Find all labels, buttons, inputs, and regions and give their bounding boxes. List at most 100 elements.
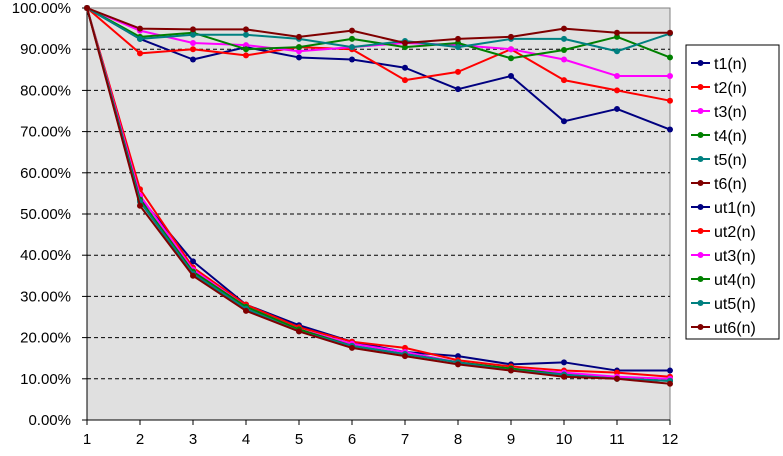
data-point-ut6n [614,375,620,382]
y-tick-label: 20.00% [20,330,71,347]
data-point-ut6n [243,307,249,314]
legend-item-t1n: t1(n) [691,56,747,73]
data-point-t4n [243,46,249,53]
legend-marker [697,324,704,330]
data-point-t2n [402,77,408,84]
legend-label: ut6(n) [714,320,756,337]
data-point-t1n [190,56,196,63]
legend-item-t5n: t5(n) [691,152,747,169]
data-point-ut6n [561,373,567,380]
series-line-ut5n [86,7,671,382]
data-point-t6n [190,26,196,33]
legend-marker [697,180,704,186]
y-tick-label: 60.00% [20,165,71,182]
data-point-t5n [137,35,143,42]
data-point-t5n [349,44,355,51]
x-tick-label: 11 [609,431,625,448]
legend-label: t3(n) [714,104,747,121]
legend-label: t6(n) [714,176,747,193]
data-point-ut2n [402,344,408,351]
series-line-t2n [86,7,671,102]
data-point-t6n [296,33,302,40]
x-tick-label: 3 [189,431,197,448]
x-tick-label: 8 [454,431,462,448]
data-point-t4n [614,33,620,40]
data-point-t6n [455,35,461,42]
data-point-ut6n [455,361,461,368]
legend: t1(n) t2(n) t3(n) t4(n) t5(n) t6(n) ut1(n) ut2(… [685,44,780,340]
data-point-t6n [508,33,514,40]
y-tick-label: 40.00% [20,247,71,264]
legend-item-ut2n: ut2(n) [691,224,756,241]
series-lines [84,5,673,387]
x-tick-label: 10 [556,431,573,448]
data-point-t6n [402,40,408,47]
y-axis-ticks: 0.00% 10.00% 20.00% 30.00% 40.00% 50.00% 60.00… [12,0,87,429]
data-point-t2n [243,52,249,59]
legend-item-ut4n: ut4(n) [691,272,756,289]
data-point-t1n [614,105,620,112]
data-point-t6n [614,29,620,36]
legend-item-t2n: t2(n) [691,80,747,97]
legend-box [685,44,780,340]
legend-marker [697,204,704,210]
data-point-t6n [667,29,673,36]
data-point-t3n [561,56,567,63]
data-point-ut6n [349,344,355,351]
x-tick-label: 1 [83,431,91,448]
data-point-t1n [349,56,355,63]
legend-marker [697,300,704,306]
legend-label: ut3(n) [714,248,756,265]
data-point-t6n [561,25,567,32]
legend-item-ut1n: ut1(n) [691,200,756,217]
data-point-t1n [508,72,514,79]
data-point-t5n [455,44,461,51]
data-point-t3n [667,72,673,79]
data-point-t2n [455,68,461,75]
series-line-ut1n [86,7,670,372]
legend-marker [697,132,704,138]
series-line-ut3n [86,7,671,380]
data-point-t2n [667,97,673,104]
y-tick-label: 100.00% [12,0,71,17]
data-point-t3n [614,72,620,79]
legend-marker [697,252,704,258]
legend-label: ut4(n) [714,272,756,289]
legend-marker [697,228,704,234]
gridlines [86,8,670,421]
data-point-ut1n [455,353,461,360]
x-tick-label: 7 [401,431,409,448]
legend-label: ut2(n) [714,224,756,241]
data-point-t4n [296,44,302,51]
y-tick-label: 30.00% [20,288,71,305]
y-tick-label: 0.00% [28,412,71,429]
y-tick-label: 10.00% [20,371,71,388]
data-point-t4n [349,35,355,42]
data-point-t1n [667,126,673,133]
data-point-t3n [296,48,302,55]
data-point-ut6n [296,328,302,335]
legend-marker [697,276,704,282]
data-point-t6n [137,25,143,32]
data-point-ut6n [508,367,514,374]
data-point-ut1n [190,258,196,265]
legend-item-ut5n: ut5(n) [691,296,756,313]
data-point-t5n [561,35,567,42]
legend-label: t1(n) [714,56,747,73]
data-point-ut1n [667,367,673,374]
data-point-ut6n [190,272,196,279]
data-point-t2n [561,77,567,84]
legend-marker [697,156,704,162]
data-point-t6n [243,26,249,33]
legend-item-t6n: t6(n) [691,176,747,193]
legend-marker [697,84,704,90]
x-tick-label: 12 [662,431,679,448]
x-tick-label: 6 [348,431,356,448]
series-line-ut2n [86,7,671,378]
series-line-t4n [86,7,671,60]
legend-item-t4n: t4(n) [691,128,747,145]
series-ut6n [84,5,673,387]
legend-item-ut6n: ut6(n) [691,320,756,337]
data-point-t1n [455,86,461,93]
